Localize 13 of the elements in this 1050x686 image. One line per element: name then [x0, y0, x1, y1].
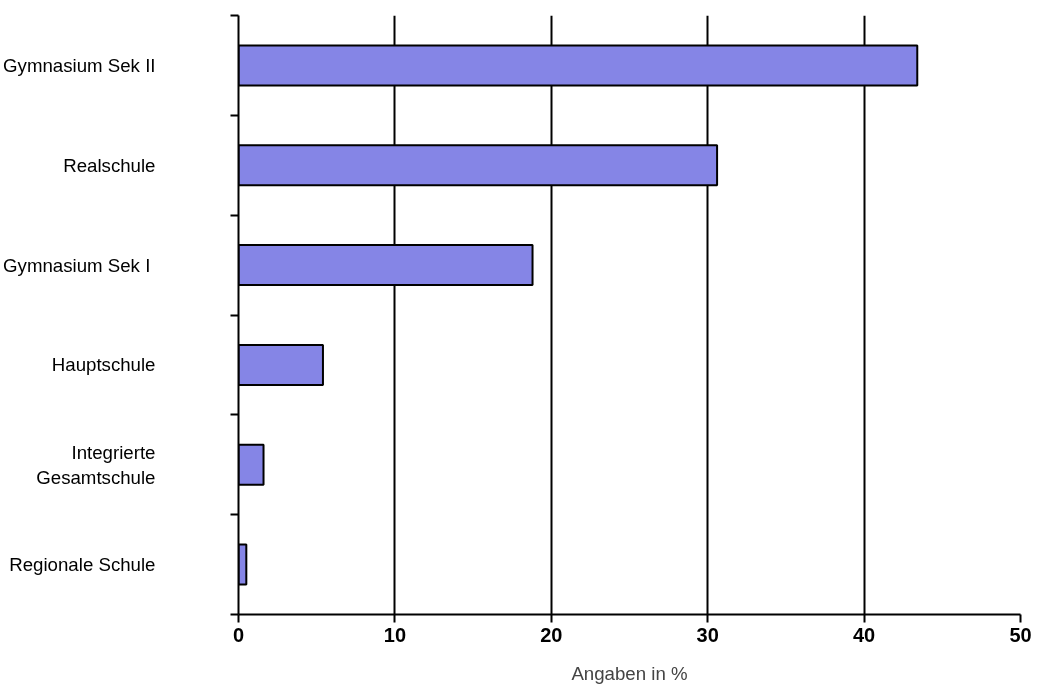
y-tick-label: Hauptschule: [51, 354, 156, 376]
y-tick-label: Gymnasium Sek I: [3, 254, 151, 276]
x-tick-label: 20: [540, 623, 563, 646]
x-tick-label: 30: [696, 623, 719, 646]
y-tick-label: Regionale Schule: [9, 554, 156, 576]
y-tick-label: Integrierte Gesamtschule: [36, 441, 156, 488]
y-tick-label: Gymnasium Sek II: [3, 54, 156, 76]
x-axis-title: Angaben in %: [571, 662, 688, 684]
x-tick-label: 0: [232, 623, 245, 646]
y-tick-label: Realschule: [63, 154, 156, 176]
x-tick-label: 50: [1009, 623, 1032, 646]
x-tick-label: 40: [852, 623, 876, 646]
x-tick-label: 10: [383, 623, 407, 646]
